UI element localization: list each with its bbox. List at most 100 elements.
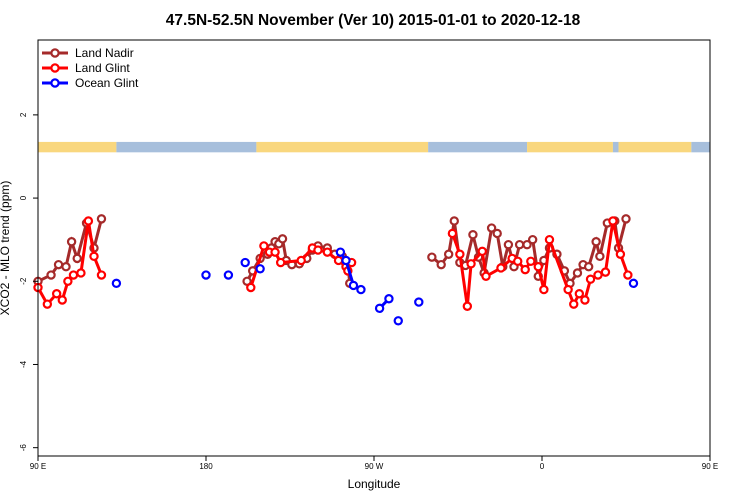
land-glint-point bbox=[569, 299, 579, 309]
land-nadir-point bbox=[492, 228, 502, 239]
land-glint-point bbox=[615, 249, 626, 259]
land-glint-point bbox=[533, 262, 543, 272]
land-glint-point bbox=[466, 259, 476, 269]
land-glint-point bbox=[513, 256, 523, 267]
land-glint-point bbox=[574, 289, 585, 299]
y-tick-label: -4 bbox=[19, 360, 28, 368]
land-glint-point bbox=[481, 271, 491, 281]
land-glint-point bbox=[76, 268, 86, 278]
ocean-glint-point bbox=[335, 247, 346, 257]
series-land-nadir bbox=[33, 214, 631, 289]
ocean-glint-point bbox=[223, 270, 234, 280]
land-glint-point bbox=[333, 255, 344, 266]
land-glint-point bbox=[477, 246, 487, 257]
land-nadir-point bbox=[595, 251, 605, 262]
legend-item-land-glint: Land Glint bbox=[42, 61, 130, 75]
y-tick-label: -6 bbox=[19, 444, 28, 452]
land-nadir-point bbox=[572, 268, 583, 278]
land-glint-point bbox=[580, 295, 590, 305]
x-tick-label: 0 bbox=[540, 462, 545, 471]
x-axis-label: Longitude bbox=[348, 477, 401, 491]
land-nadir-point bbox=[527, 234, 538, 245]
land-nadir-point bbox=[46, 270, 56, 280]
x-tick-label: 90 E bbox=[702, 462, 718, 471]
land-glint-point bbox=[585, 274, 596, 284]
legend-label: Land Nadir bbox=[75, 46, 134, 60]
legend-label: Land Glint bbox=[75, 61, 130, 75]
land-glint-point bbox=[496, 263, 506, 273]
legend-marker bbox=[50, 63, 60, 73]
land-glint-point bbox=[96, 270, 107, 280]
land-nadir-point bbox=[61, 262, 71, 272]
legend-item-ocean-glint: Ocean Glint bbox=[42, 76, 139, 90]
x-tick-label: 180 bbox=[199, 462, 213, 471]
land-glint-point bbox=[520, 264, 530, 275]
strip-ocean-segment bbox=[428, 141, 528, 153]
land-glint-point bbox=[296, 255, 306, 266]
land-nadir-point bbox=[522, 239, 532, 250]
land-glint-point bbox=[246, 282, 256, 293]
land-glint-point bbox=[623, 270, 633, 280]
land-glint-point bbox=[455, 249, 465, 259]
land-nadir-point bbox=[486, 223, 497, 233]
y-tick-label: 2 bbox=[19, 112, 28, 117]
ocean-glint-point bbox=[384, 294, 394, 304]
y-axis-label: XCO2 - MLO trend (ppm) bbox=[0, 181, 12, 316]
land-glint-point bbox=[447, 228, 458, 239]
land-nadir-point bbox=[96, 214, 107, 224]
land-glint-point bbox=[608, 216, 618, 226]
land-nadir-point bbox=[449, 216, 459, 226]
plot-series bbox=[33, 214, 639, 326]
land-glint-point bbox=[313, 245, 323, 255]
ocean-glint-point bbox=[414, 297, 424, 307]
land-glint-point bbox=[600, 267, 611, 277]
land-nadir-point bbox=[66, 237, 77, 247]
land-glint-point bbox=[68, 270, 79, 280]
land-nadir-point bbox=[583, 262, 594, 272]
land-glint-point bbox=[259, 241, 269, 251]
land-glint-point bbox=[63, 276, 73, 286]
land-nadir-point bbox=[514, 239, 525, 250]
legend-marker bbox=[50, 48, 60, 58]
land-glint-point bbox=[462, 301, 473, 311]
land-nadir-point bbox=[443, 249, 454, 259]
land-glint-point bbox=[57, 295, 67, 305]
land-glint-point bbox=[526, 256, 536, 267]
land-glint-point bbox=[89, 251, 99, 262]
y-tick-label: -2 bbox=[19, 277, 28, 285]
ocean-glint-point bbox=[201, 270, 211, 280]
land-glint-point bbox=[563, 284, 573, 295]
x-tick-label: 90 E bbox=[30, 462, 46, 471]
ocean-glint-point bbox=[111, 278, 122, 289]
land-nadir-point bbox=[53, 259, 64, 270]
ocean-glint-point bbox=[255, 264, 265, 274]
legend-item-land-nadir: Land Nadir bbox=[42, 46, 134, 60]
strip-land-segment bbox=[256, 141, 429, 153]
strip-land-segment bbox=[38, 141, 117, 153]
land-nadir-point bbox=[72, 253, 82, 264]
strip-ocean-segment bbox=[691, 141, 710, 153]
strip-ocean-segment bbox=[116, 141, 257, 153]
series-ocean-glint bbox=[111, 247, 639, 326]
ocean-glint-point bbox=[374, 303, 385, 314]
land-nadir-point bbox=[277, 234, 288, 244]
land-nadir-point bbox=[436, 259, 446, 270]
legend-marker bbox=[50, 78, 60, 88]
land-glint-line bbox=[36, 220, 103, 307]
ocean-glint-point bbox=[240, 257, 250, 268]
land-glint-point bbox=[322, 247, 333, 257]
y-axis: 2 0 -2 -4 -6 bbox=[19, 112, 38, 451]
land-glint-point bbox=[51, 289, 62, 299]
strip-land-segment bbox=[527, 141, 613, 153]
y-tick-label: 0 bbox=[19, 195, 28, 200]
chart-title: 47.5N-52.5N November (Ver 10) 2015-01-01… bbox=[166, 12, 581, 29]
strip-land-segment bbox=[618, 141, 692, 153]
land-glint-point bbox=[83, 216, 94, 226]
ocean-glint-point bbox=[356, 284, 366, 295]
land-glint-point bbox=[593, 270, 603, 280]
ocean-glint-point bbox=[393, 316, 403, 326]
land-nadir-point bbox=[503, 239, 514, 250]
